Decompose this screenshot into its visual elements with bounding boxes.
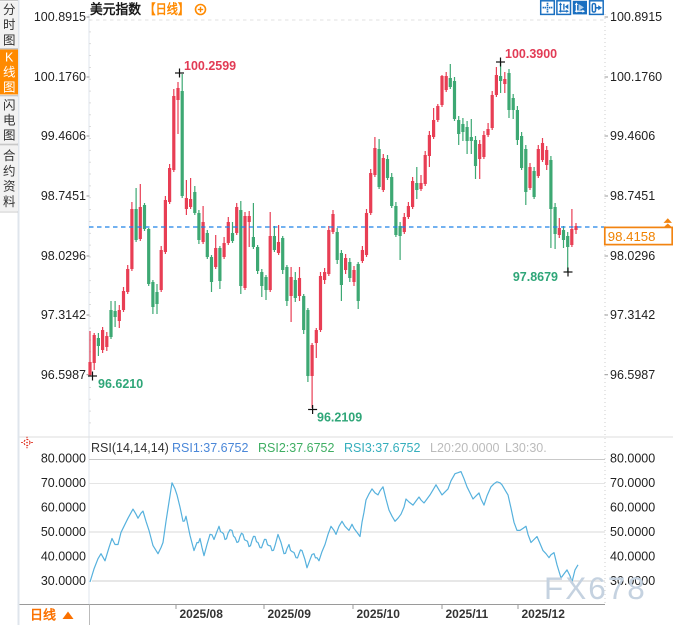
svg-text:98.4158: 98.4158 [608, 229, 656, 244]
svg-text:日线: 日线 [30, 608, 56, 623]
svg-text:96.2109: 96.2109 [317, 411, 362, 425]
svg-text:资: 资 [3, 180, 16, 194]
svg-text:100.2599: 100.2599 [184, 59, 236, 73]
svg-text:图: 图 [3, 34, 16, 48]
svg-text:100.8915: 100.8915 [610, 10, 662, 24]
svg-text:100.1760: 100.1760 [610, 70, 662, 84]
svg-text:2025/11: 2025/11 [446, 607, 489, 621]
svg-text:2025/10: 2025/10 [357, 607, 401, 621]
svg-text:闪: 闪 [3, 98, 16, 112]
svg-text:K: K [5, 50, 14, 64]
svg-text:70.0000: 70.0000 [610, 476, 655, 490]
svg-text:70.0000: 70.0000 [41, 476, 86, 490]
svg-text:97.3142: 97.3142 [41, 308, 86, 322]
svg-text:图: 图 [3, 129, 16, 143]
svg-text:100.8915: 100.8915 [34, 10, 86, 24]
svg-text:96.5987: 96.5987 [610, 368, 655, 382]
svg-text:RSI3:37.6752: RSI3:37.6752 [344, 441, 420, 455]
svg-text:97.8679: 97.8679 [513, 270, 558, 284]
svg-text:30.0000: 30.0000 [41, 574, 86, 588]
svg-text:分: 分 [3, 3, 16, 17]
svg-text:40.0000: 40.0000 [610, 550, 655, 564]
svg-text:50.0000: 50.0000 [41, 525, 86, 539]
svg-text:100.1760: 100.1760 [34, 70, 86, 84]
svg-text:电: 电 [3, 114, 16, 128]
svg-text:约: 约 [3, 163, 16, 178]
svg-text:98.0296: 98.0296 [610, 249, 655, 263]
svg-text:美元指数: 美元指数 [90, 1, 141, 17]
svg-text:30.0000: 30.0000 [610, 574, 655, 588]
svg-text:40.0000: 40.0000 [41, 550, 86, 564]
svg-text:线: 线 [3, 66, 16, 80]
svg-text:98.7451: 98.7451 [41, 189, 86, 203]
svg-text:98.0296: 98.0296 [41, 249, 86, 263]
svg-text:FX678: FX678 [544, 570, 647, 606]
svg-text:60.0000: 60.0000 [41, 501, 86, 515]
svg-text:2025/08: 2025/08 [180, 607, 224, 621]
svg-text:2025/12: 2025/12 [522, 607, 566, 621]
svg-text:60.0000: 60.0000 [610, 501, 655, 515]
svg-text:L30:30.: L30:30. [505, 441, 547, 455]
svg-text:合: 合 [3, 148, 16, 163]
svg-text:RSI2:37.6752: RSI2:37.6752 [258, 441, 334, 455]
svg-text:RSI1:37.6752: RSI1:37.6752 [172, 441, 248, 455]
svg-text:80.0000: 80.0000 [41, 452, 86, 466]
svg-text:2025/09: 2025/09 [268, 607, 312, 621]
svg-text:96.5987: 96.5987 [41, 368, 86, 382]
svg-text:96.6210: 96.6210 [98, 377, 143, 391]
svg-text:99.4606: 99.4606 [610, 129, 655, 143]
svg-text:100.3900: 100.3900 [505, 47, 557, 61]
svg-text:图: 图 [3, 81, 16, 95]
svg-text:50.0000: 50.0000 [610, 525, 655, 539]
svg-text:料: 料 [3, 195, 16, 209]
svg-text:98.7451: 98.7451 [610, 189, 655, 203]
svg-text:99.4606: 99.4606 [41, 129, 86, 143]
svg-text:RSI(14,14,14): RSI(14,14,14) [91, 441, 169, 455]
svg-text:97.3142: 97.3142 [610, 308, 655, 322]
svg-text:80.0000: 80.0000 [610, 452, 655, 466]
svg-text:时: 时 [3, 18, 16, 32]
svg-text:【日线】: 【日线】 [145, 1, 190, 17]
svg-text:L20:20.0000: L20:20.0000 [430, 441, 500, 455]
